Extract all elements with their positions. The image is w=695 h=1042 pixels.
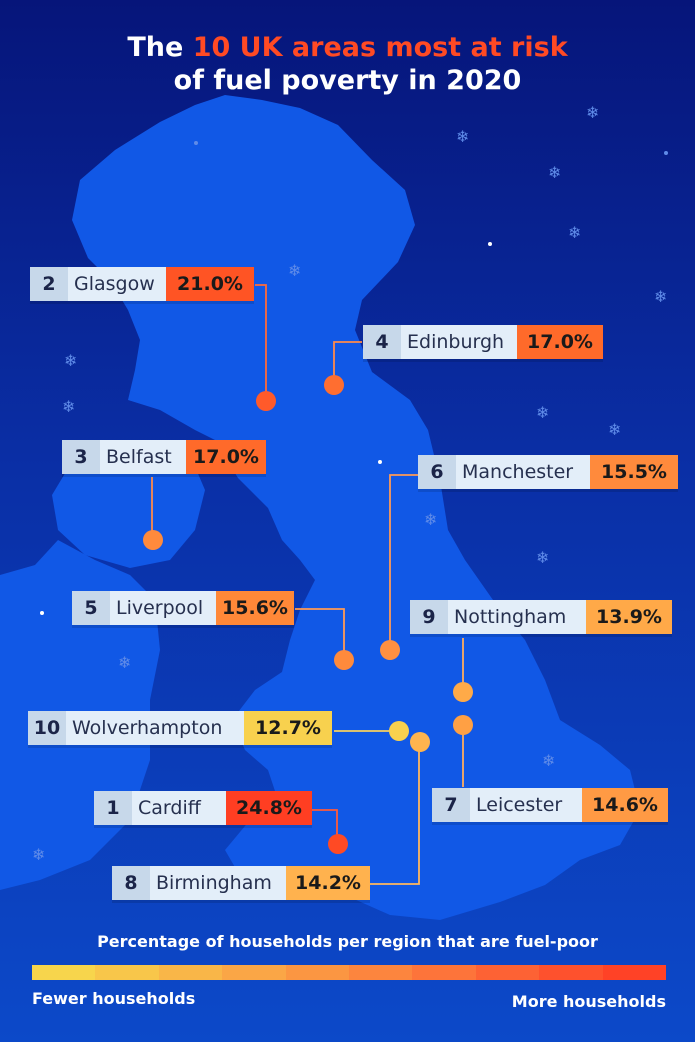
snowflake-icon: ❄ [536,403,549,422]
marker-manchester [380,640,400,660]
sparkle-dot [194,141,198,145]
marker-wolverhampton [389,721,409,741]
connector-cardiff [312,809,338,844]
connector-glasgow [255,284,267,400]
rank-badge: 1 [94,791,132,825]
legend-title: Percentage of households per region that… [97,932,598,951]
region-percent: 15.5% [590,455,678,489]
snowflake-icon: ❄ [568,223,581,242]
connector-liverpool [295,608,345,660]
legend-high-label: More households [511,992,666,1011]
page-title: The 10 UK areas most at risk [0,30,695,66]
snowflake-icon: ❄ [654,287,667,306]
marker-liverpool [334,650,354,670]
rank-badge: 3 [62,440,100,474]
city-markers [143,375,473,854]
region-card-manchester: 6 Manchester 15.5% [418,455,678,489]
region-percent: 14.6% [582,788,668,822]
rank-badge: 10 [28,711,66,745]
sparkle-dot [378,460,382,464]
legend-color-segment [222,965,286,980]
region-card-birmingham: 8 Birmingham 14.2% [112,866,370,900]
region-name: Glasgow [68,267,166,301]
connector-lines [151,284,464,885]
snowflake-icon: ❄ [288,261,301,280]
legend-color-segment [539,965,603,980]
rank-badge: 5 [72,591,110,625]
legend-color-scale [32,965,667,980]
marker-leicester [453,715,473,735]
snowflake-icon: ❄ [542,751,555,770]
legend-color-segment [285,965,350,980]
sparkle-dot [488,242,492,246]
marker-edinburgh [324,375,344,395]
region-percent: 14.2% [286,866,370,900]
marker-birmingham [410,732,430,752]
snowflake-icon: ❄ [608,420,621,439]
region-card-belfast: 3 Belfast 17.0% [62,440,266,474]
snowflake-icon: ❄ [424,510,437,529]
region-card-cardiff: 1 Cardiff 24.8% [94,791,312,825]
legend-color-segment [412,965,476,980]
region-name: Wolverhampton [66,711,244,745]
region-percent: 24.8% [226,791,312,825]
region-name: Birmingham [150,866,286,900]
snowflake-decorations: ❄ ❄ ❄ ❄ ❄ ❄ ❄ ❄ ❄ ❄ ❄ ❄ ❄ ❄ ❄ [32,103,668,864]
region-name: Nottingham [448,600,586,634]
region-name: Edinburgh [401,325,517,359]
rank-badge: 2 [30,267,68,301]
snowflake-icon: ❄ [62,397,75,416]
snowflake-icon: ❄ [586,103,599,122]
region-card-liverpool: 5 Liverpool 15.6% [72,591,294,625]
marker-glasgow [256,391,276,411]
connector-birmingham [366,742,420,885]
region-name: Liverpool [110,591,216,625]
rank-badge: 8 [112,866,150,900]
great-britain-landmass [72,95,640,920]
rank-badge: 6 [418,455,456,489]
snowflake-icon: ❄ [536,548,549,567]
region-card-glasgow: 2 Glasgow 21.0% [30,267,254,301]
region-name: Cardiff [132,791,226,825]
snowflake-icon: ❄ [32,845,45,864]
title-highlight: 10 UK areas most at risk [192,32,568,63]
snowflake-icon: ❄ [64,351,77,370]
region-name: Manchester [456,455,590,489]
legend-color-segment [349,965,413,980]
marker-nottingham [453,682,473,702]
title-prefix: The [127,32,193,63]
sparkle-dot [664,151,668,155]
marker-belfast [143,530,163,550]
region-percent: 21.0% [166,267,254,301]
snowflake-icon: ❄ [548,163,561,182]
region-percent: 13.9% [586,600,672,634]
legend-low-label: Fewer households [32,989,196,1008]
legend-color-segment [95,965,159,980]
region-card-wolverhampton: 10 Wolverhampton 12.7% [28,711,332,745]
legend-color-segment [158,965,223,980]
sparkle-dot [40,611,44,615]
region-percent: 15.6% [216,591,294,625]
region-card-edinburgh: 4 Edinburgh 17.0% [363,325,603,359]
marker-cardiff [328,834,348,854]
region-percent: 17.0% [517,325,603,359]
connector-manchester [389,474,418,650]
rank-badge: 7 [432,788,470,822]
region-name: Belfast [100,440,186,474]
region-name: Leicester [470,788,582,822]
legend-color-segment [602,965,667,980]
region-percent: 17.0% [186,440,266,474]
region-card-nottingham: 9 Nottingham 13.9% [410,600,672,634]
snowflake-icon: ❄ [456,127,469,146]
snowflake-icon: ❄ [118,653,131,672]
region-card-leicester: 7 Leicester 14.6% [432,788,668,822]
page-subtitle: of fuel poverty in 2020 [173,65,522,96]
region-percent: 12.7% [244,711,332,745]
connector-edinburgh [333,341,362,385]
legend-color-segment [475,965,540,980]
legend-color-segment [32,965,96,980]
rank-badge: 9 [410,600,448,634]
rank-badge: 4 [363,325,401,359]
